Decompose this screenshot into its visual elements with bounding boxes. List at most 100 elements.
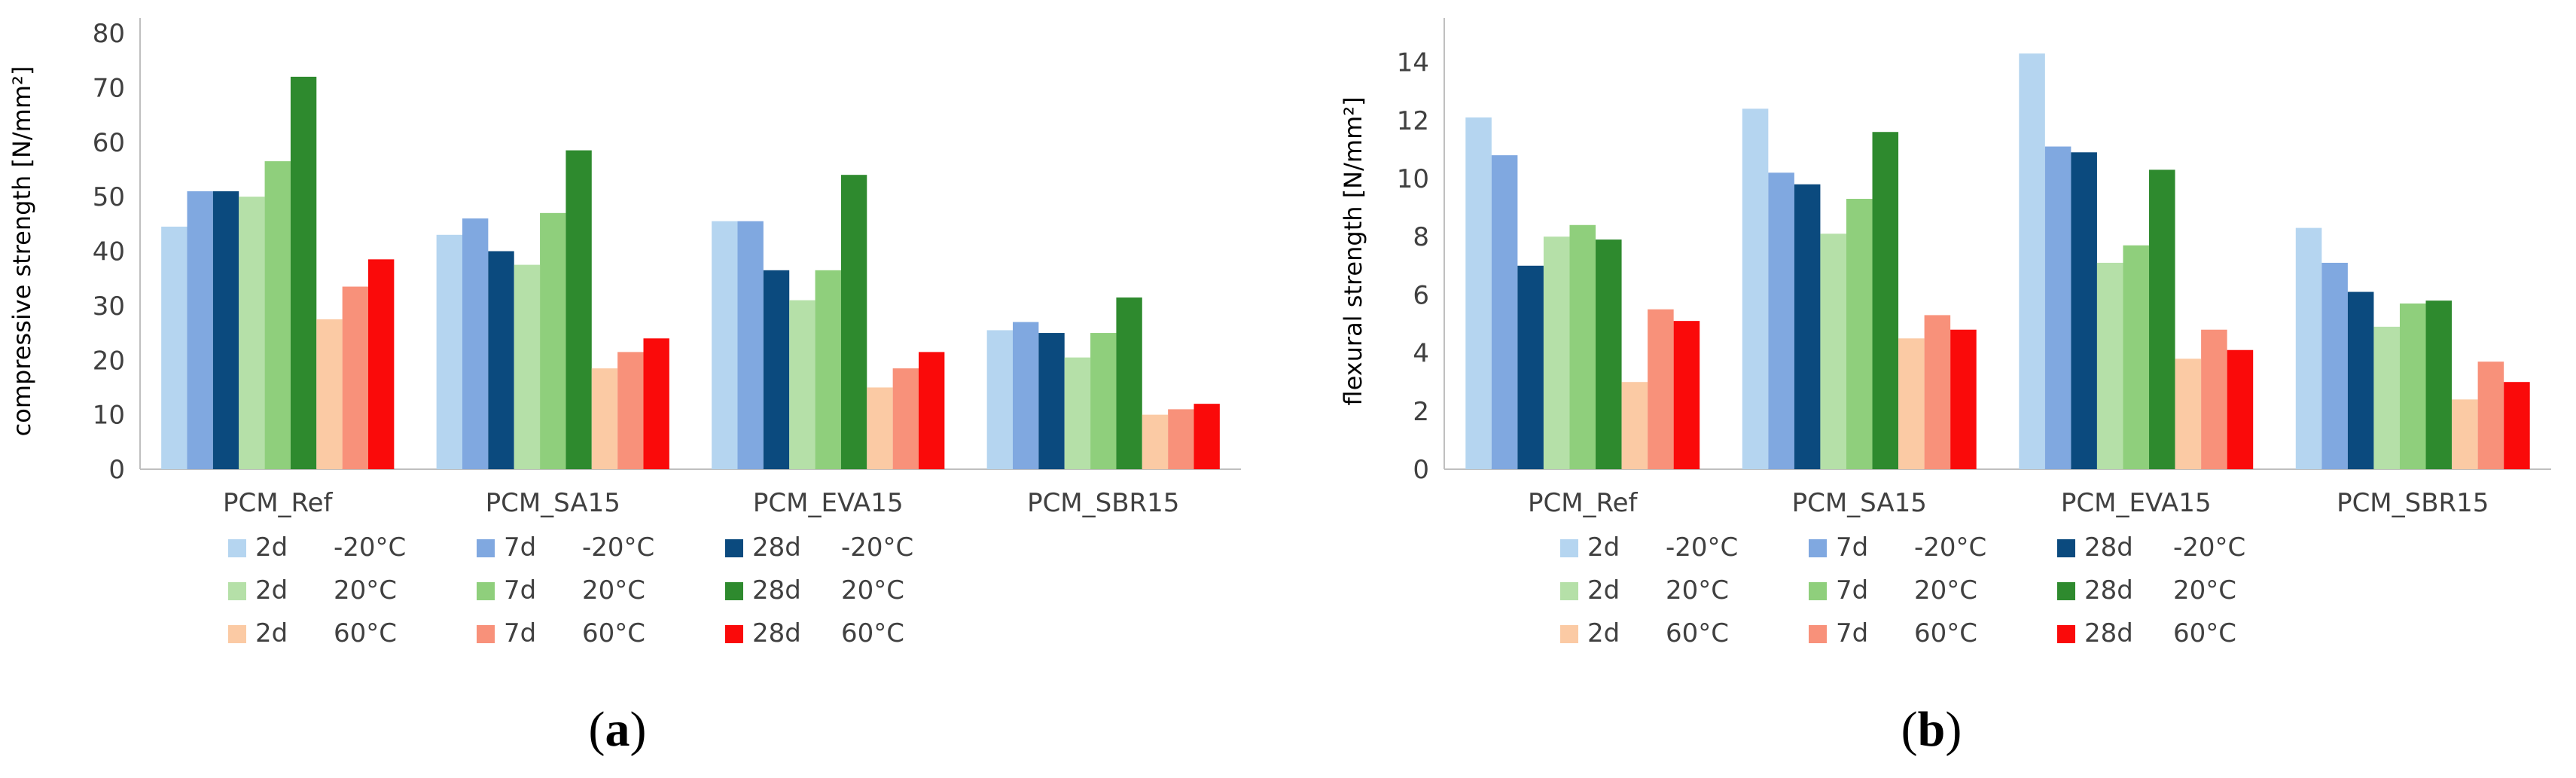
- panel-label: (a): [589, 702, 647, 757]
- legend-swatch: [2057, 539, 2075, 557]
- legend-temp: 20°C: [2173, 575, 2236, 606]
- bar-pcm-eva15-2d-20c: [789, 300, 815, 469]
- bar-pcm-sbr15-7d-minus20c: [2321, 262, 2348, 469]
- x-tick-label: PCM_EVA15: [2061, 488, 2212, 518]
- bar-pcm-eva15-7d-20c: [815, 270, 841, 469]
- x-tick-label: PCM_SA15: [486, 488, 620, 518]
- bar-pcm-eva15-28d-60c: [2227, 349, 2254, 469]
- legend-swatch: [228, 625, 246, 643]
- legend-temp: -20°C: [1914, 532, 1986, 563]
- legend-age: 2d: [1587, 618, 1620, 648]
- bar-pcm-sbr15-7d-20c: [2399, 303, 2426, 469]
- legend-temp: -20°C: [841, 532, 913, 563]
- legend-temp: 60°C: [841, 618, 904, 648]
- legend-temp: 20°C: [582, 575, 645, 606]
- legend-age: 28d: [752, 575, 801, 606]
- legend-age: 7d: [504, 532, 536, 563]
- bar-pcm-eva15-7d-minus20c: [737, 221, 764, 469]
- legend-age: 7d: [1836, 575, 1868, 606]
- legend-age: 28d: [752, 618, 801, 648]
- legend-temp: -20°C: [1666, 532, 1738, 563]
- bar-pcm-sbr15-7d-60c: [1168, 409, 1194, 469]
- x-tick-label: PCM_Ref: [223, 488, 334, 518]
- legend-temp: -20°C: [2173, 532, 2245, 563]
- bar-pcm-ref-28d-20c: [290, 76, 317, 469]
- bar-pcm-eva15-28d-60c: [918, 352, 945, 469]
- bar-pcm-sbr15-28d-60c: [2504, 382, 2530, 469]
- y-axis-title: flexural strength [N/mm²]: [1339, 96, 1367, 405]
- legend-swatch: [228, 582, 246, 600]
- bar-pcm-ref-2d-20c: [239, 197, 265, 469]
- y-tick-label: 2: [1413, 397, 1429, 427]
- bar-pcm-ref-2d-20c: [1543, 236, 1570, 469]
- bar-pcm-ref-28d-60c: [1673, 321, 1700, 469]
- legend-temp: -20°C: [582, 532, 654, 563]
- bar-pcm-sbr15-28d-20c: [2425, 301, 2453, 469]
- legend-age: 28d: [752, 532, 801, 563]
- bar-pcm-sa15-28d-20c: [566, 150, 592, 469]
- legend-swatch: [1809, 625, 1827, 643]
- legend-temp: 60°C: [1666, 618, 1729, 648]
- bar-pcm-ref-28d-60c: [367, 259, 395, 469]
- bar-pcm-sa15-2d-60c: [591, 368, 618, 469]
- bar-pcm-sbr15-2d-minus20c: [986, 330, 1014, 469]
- bar-pcm-eva15-7d-60c: [892, 368, 919, 469]
- x-tick-label: PCM_SBR15: [1027, 488, 1179, 518]
- bar-pcm-sbr15-2d-60c: [1142, 414, 1169, 469]
- bar-pcm-eva15-28d-20c: [840, 175, 867, 470]
- y-tick-label: 60: [93, 128, 125, 158]
- legend-age: 7d: [1836, 532, 1868, 563]
- bar-pcm-sa15-2d-20c: [1820, 233, 1846, 469]
- bar-pcm-ref-2d-60c: [1621, 382, 1648, 469]
- panel-letter: b: [1918, 702, 1946, 757]
- legend-swatch: [477, 582, 495, 600]
- legend-swatch: [725, 539, 743, 557]
- bar-pcm-sbr15-2d-60c: [2452, 399, 2478, 469]
- y-tick-label: 30: [93, 291, 125, 322]
- bar-pcm-sa15-7d-60c: [617, 352, 644, 469]
- bar-pcm-eva15-2d-60c: [867, 387, 893, 469]
- bar-pcm-eva15-2d-20c: [2096, 262, 2123, 469]
- legend-temp: 20°C: [1914, 575, 1977, 606]
- bar-pcm-eva15-28d-minus20c: [763, 270, 790, 469]
- bar-pcm-eva15-2d-minus20c: [712, 221, 738, 469]
- bar-pcm-ref-7d-minus20c: [187, 191, 213, 469]
- y-tick-label: 8: [1413, 222, 1429, 252]
- bar-pcm-sbr15-28d-60c: [1193, 404, 1220, 469]
- x-tick-label: PCM_EVA15: [753, 488, 904, 518]
- chart-compressive-strength: 0 10 20 30 40 50 60 70 80 compressive strength [N…: [8, 18, 1241, 757]
- y-tick-label: 80: [93, 19, 125, 49]
- y-tick-label: 10: [93, 401, 125, 431]
- x-tick-label: PCM_SA15: [1792, 488, 1927, 518]
- y-tick-label: 6: [1413, 280, 1429, 310]
- bar-pcm-sbr15-2d-20c: [2373, 326, 2400, 469]
- bar-pcm-ref-7d-20c: [264, 161, 291, 470]
- bar-pcm-ref-28d-minus20c: [212, 191, 239, 469]
- legend-age: 2d: [1587, 575, 1620, 606]
- bar-pcm-eva15-28d-minus20c: [2071, 152, 2097, 469]
- bar-pcm-sa15-7d-minus20c: [1768, 172, 1794, 469]
- legend-swatch: [228, 539, 246, 557]
- legend-age: 28d: [2084, 532, 2133, 563]
- bar-pcm-sa15-2d-20c: [514, 264, 541, 469]
- bar-pcm-eva15-7d-60c: [2201, 329, 2227, 469]
- bar-pcm-ref-7d-20c: [1569, 224, 1596, 469]
- legend-age: 2d: [1587, 532, 1620, 563]
- bar-pcm-sa15-2d-minus20c: [436, 234, 463, 469]
- legend-temp: 60°C: [582, 618, 645, 648]
- bar-pcm-sa15-28d-60c: [643, 338, 669, 469]
- y-tick-label: 0: [108, 455, 125, 485]
- legend-age: 28d: [2084, 575, 2133, 606]
- bar-pcm-ref-7d-60c: [1648, 309, 1674, 469]
- legend-age: 2d: [255, 532, 288, 563]
- bar-pcm-ref-2d-minus20c: [1465, 117, 1492, 469]
- bar-pcm-ref-7d-60c: [342, 286, 368, 469]
- y-tick-label: 4: [1413, 339, 1429, 369]
- bar-pcm-eva15-7d-minus20c: [2044, 146, 2071, 470]
- legend-temp: 60°C: [2173, 618, 2236, 648]
- bar-pcm-sa15-7d-minus20c: [462, 218, 489, 469]
- bar-pcm-sbr15-7d-20c: [1090, 333, 1117, 469]
- bar-pcm-sbr15-28d-20c: [1116, 297, 1142, 469]
- bar-pcm-ref-7d-minus20c: [1491, 155, 1518, 469]
